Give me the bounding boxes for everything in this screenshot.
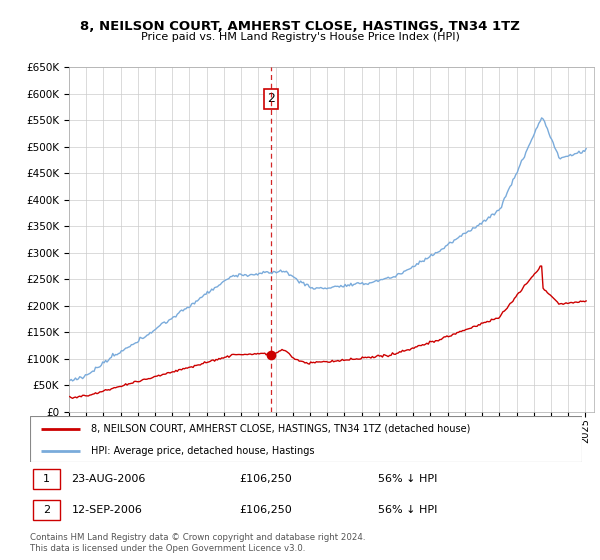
Text: 56% ↓ HPI: 56% ↓ HPI <box>378 505 437 515</box>
Text: Contains HM Land Registry data © Crown copyright and database right 2024.
This d: Contains HM Land Registry data © Crown c… <box>30 533 365 553</box>
Text: 2: 2 <box>266 92 275 105</box>
Text: £106,250: £106,250 <box>240 505 293 515</box>
FancyBboxPatch shape <box>33 500 61 520</box>
Text: 8, NEILSON COURT, AMHERST CLOSE, HASTINGS, TN34 1TZ (detached house): 8, NEILSON COURT, AMHERST CLOSE, HASTING… <box>91 424 470 434</box>
FancyBboxPatch shape <box>33 469 61 489</box>
Text: 23-AUG-2006: 23-AUG-2006 <box>71 474 146 484</box>
Text: Price paid vs. HM Land Registry's House Price Index (HPI): Price paid vs. HM Land Registry's House … <box>140 32 460 42</box>
Text: 8, NEILSON COURT, AMHERST CLOSE, HASTINGS, TN34 1TZ: 8, NEILSON COURT, AMHERST CLOSE, HASTING… <box>80 20 520 32</box>
Text: £106,250: £106,250 <box>240 474 293 484</box>
Text: 1: 1 <box>43 474 50 484</box>
Text: 12-SEP-2006: 12-SEP-2006 <box>71 505 142 515</box>
Text: 56% ↓ HPI: 56% ↓ HPI <box>378 474 437 484</box>
Text: 2: 2 <box>43 505 50 515</box>
Text: HPI: Average price, detached house, Hastings: HPI: Average price, detached house, Hast… <box>91 446 314 455</box>
